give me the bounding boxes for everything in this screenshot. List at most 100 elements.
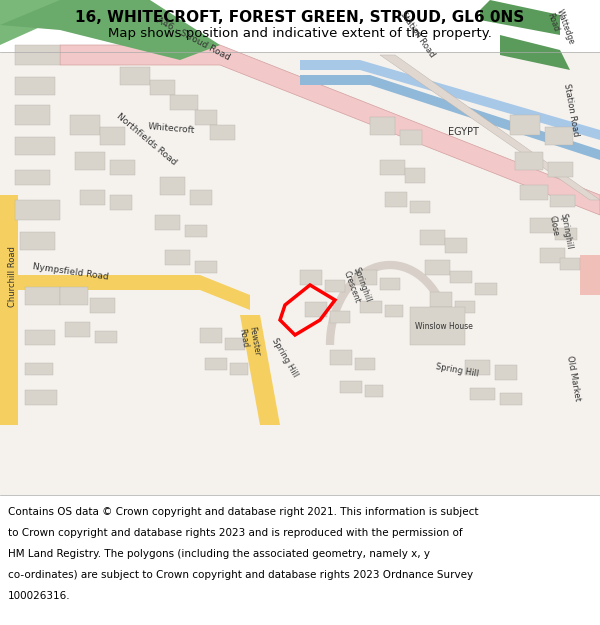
Text: Contains OS data © Crown copyright and database right 2021. This information is : Contains OS data © Crown copyright and d… [8,507,479,517]
Polygon shape [0,275,250,310]
Bar [430,292,452,307]
Bar [420,230,445,245]
Bar [515,152,543,170]
Polygon shape [480,0,560,35]
Text: Winslow House: Winslow House [415,322,473,331]
Text: Springhill
Close: Springhill Close [548,213,574,252]
Text: Fewster
Road: Fewster Road [237,326,261,359]
Text: Nympsfield Road: Nympsfield Road [32,262,109,282]
Text: co-ordinates) are subject to Crown copyright and database rights 2023 Ordnance S: co-ordinates) are subject to Crown copyr… [8,570,473,580]
Bar [25,287,60,305]
Bar [450,271,472,283]
Bar [200,328,222,343]
Bar [400,130,422,145]
Bar [75,152,105,170]
Bar [475,283,497,295]
Text: EGYPT: EGYPT [448,127,479,137]
Bar [25,363,53,375]
Bar [380,160,405,175]
Text: Station Road: Station Road [398,10,436,59]
Bar [300,270,322,285]
Bar [60,287,88,305]
Bar [225,338,245,350]
Bar [360,301,382,313]
Bar [230,363,248,375]
Bar [15,45,60,65]
Bar [550,195,575,207]
Bar [120,67,150,85]
Text: 16, WHITECROFT, FOREST GREEN, STROUD, GL6 0NS: 16, WHITECROFT, FOREST GREEN, STROUD, GL… [76,9,524,24]
Bar [410,307,465,345]
Bar [90,298,115,313]
Bar [0,0,600,52]
Bar [15,105,50,125]
Bar [110,195,132,210]
Bar [15,77,55,95]
Text: Old Market: Old Market [565,355,582,402]
Polygon shape [580,255,600,295]
Bar [355,270,377,285]
Bar [25,330,55,345]
Text: Churchill Road: Churchill Road [8,246,17,307]
Bar [530,218,555,233]
Text: to Crown copyright and database rights 2023 and is reproduced with the permissio: to Crown copyright and database rights 2… [8,528,463,538]
Polygon shape [60,45,600,215]
Text: Springhill
Crescent: Springhill Crescent [342,266,373,307]
Bar [195,261,217,273]
Polygon shape [300,75,600,160]
Text: Spring Hill: Spring Hill [270,337,299,379]
Text: 100026316.: 100026316. [8,591,71,601]
Bar [15,137,55,155]
Bar [0,52,600,495]
Bar [548,162,573,177]
Bar [340,381,362,393]
Bar [560,258,580,270]
Bar [150,80,175,95]
Bar [380,278,400,290]
Bar [165,250,190,265]
Bar [405,168,425,183]
Bar [100,127,125,145]
Bar [510,115,540,135]
Bar [470,388,495,400]
Bar [500,393,522,405]
Bar [170,95,198,110]
Polygon shape [300,60,600,140]
Bar [520,185,548,200]
Bar [355,358,375,370]
Bar [20,232,55,250]
Bar [160,177,185,195]
Bar [370,117,395,135]
Bar [385,192,407,207]
Bar [455,301,475,313]
Polygon shape [500,35,570,70]
Text: Map shows position and indicative extent of the property.: Map shows position and indicative extent… [108,26,492,39]
Bar [385,305,403,317]
Bar [555,228,577,240]
Bar [70,115,100,135]
Bar [185,225,207,237]
Bar [110,160,135,175]
Bar [80,190,105,205]
Bar [445,238,467,253]
Bar [25,390,57,405]
Bar [330,350,352,365]
Bar [495,365,517,380]
Bar [210,125,235,140]
Bar [325,280,345,292]
Bar [15,200,60,220]
Bar [190,190,212,205]
Polygon shape [380,55,600,200]
Bar [540,248,565,263]
Bar [0,495,600,625]
Bar [365,385,383,397]
Bar [545,127,573,145]
Bar [410,201,430,213]
Bar [65,322,90,337]
Bar [15,170,50,185]
Polygon shape [0,0,100,45]
Text: Whitecroft: Whitecroft [148,122,196,135]
Bar [205,358,227,370]
Text: Wattedge
Road: Wattedge Road [545,8,576,49]
Bar [195,110,217,125]
